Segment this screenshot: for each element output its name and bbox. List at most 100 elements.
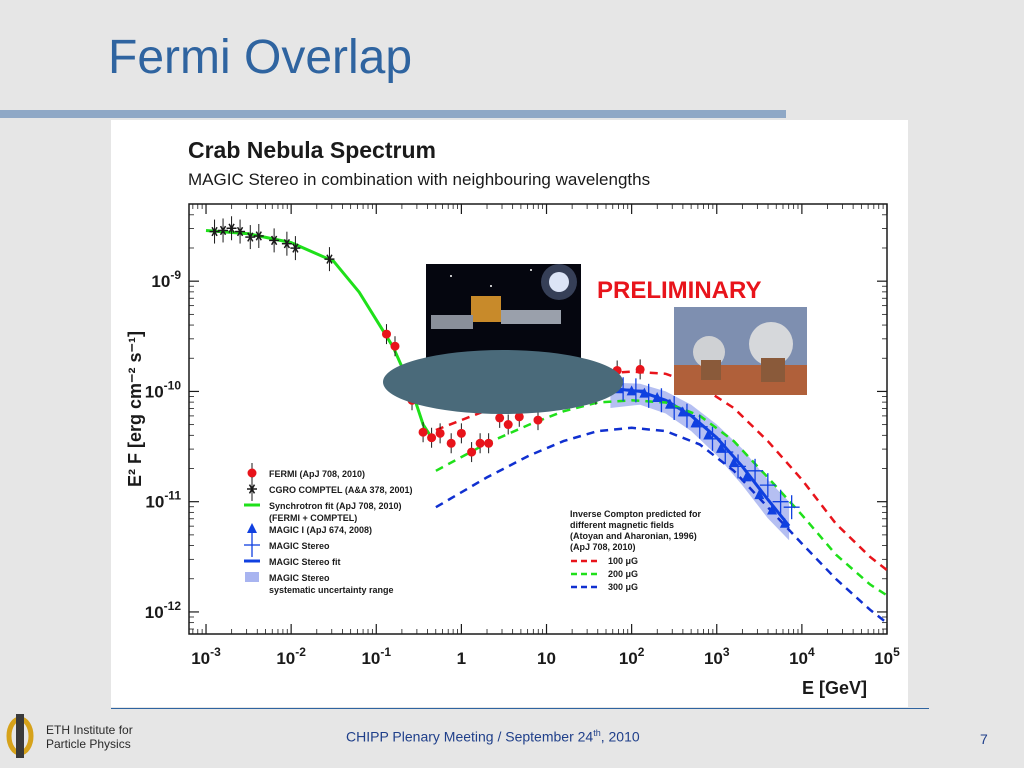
marker-circle	[247, 468, 257, 478]
data-point-cross	[666, 395, 683, 420]
logo-line2: Particle Physics	[46, 737, 131, 751]
data-point-circle	[456, 423, 466, 444]
data-point-asterisk	[226, 216, 237, 241]
x-tick-label: 10	[537, 649, 556, 668]
marker-triangle	[677, 406, 688, 417]
marker-asterisk	[292, 243, 299, 253]
eth-logo: ETH Institute for Particle Physics	[0, 712, 140, 762]
data-point-circle	[418, 422, 428, 443]
data-point-asterisk	[324, 247, 335, 272]
legend-entry: Synchrotron fit (ApJ 708, 2010)	[269, 501, 402, 511]
x-axis-label: E [GeV]	[802, 678, 867, 698]
marker-asterisk	[270, 235, 278, 246]
y-tick-label: 10-10	[145, 378, 182, 401]
x-tick-exponent: 2	[638, 645, 645, 659]
data-point-cross	[691, 414, 708, 439]
data-point-cross	[627, 378, 644, 403]
legend-ic-title: (ApJ 708, 2010)	[570, 542, 636, 552]
legend-marker	[247, 523, 257, 533]
y-tick-exponent: -11	[164, 489, 181, 503]
legend-ic-entry: 200 μG	[608, 569, 638, 579]
data-point-cross	[747, 458, 764, 483]
legend-entry: CGRO COMPTEL (A&A 378, 2001)	[269, 485, 413, 495]
data-point-cross	[772, 489, 789, 514]
data-point-circle	[467, 442, 477, 463]
logo-line1: ETH Institute for	[46, 723, 133, 737]
legend-entry: MAGIC Stereo	[269, 541, 330, 551]
y-tick-label: 10-9	[151, 268, 181, 291]
marker-asterisk	[228, 223, 235, 233]
legend-ic-title: Inverse Compton predicted for	[570, 509, 702, 519]
marker-circle	[435, 428, 445, 438]
data-point-asterisk	[290, 236, 301, 261]
x-tick-exponent: -3	[210, 645, 221, 659]
data-point-triangle	[754, 489, 765, 500]
data-point-cross	[759, 473, 776, 498]
marker-circle	[467, 447, 477, 457]
data-point-triangle	[664, 398, 675, 409]
marker-triangle	[690, 417, 701, 428]
marker-asterisk	[211, 226, 218, 237]
footer-rule	[111, 708, 929, 709]
data-point-cross	[704, 426, 721, 451]
data-point-circle	[435, 423, 445, 444]
footer-prefix: CHIPP Plenary Meeting / September 24	[346, 728, 594, 745]
data-point-circle	[635, 359, 645, 380]
x-tick-label: 10-3	[191, 645, 221, 668]
legend-ic-title: (Atoyan and Aharonian, 1996)	[570, 531, 697, 541]
preliminary-label: PRELIMINARY	[597, 277, 761, 304]
y-tick-exponent: -12	[164, 599, 182, 613]
data-point-triangle	[728, 457, 739, 468]
curve-200-g	[435, 399, 888, 597]
marker-asterisk	[219, 225, 227, 236]
data-point-cross	[717, 440, 734, 465]
data-point-asterisk	[209, 219, 220, 244]
y-axis-label: E² F [erg cm⁻² s⁻¹]	[125, 331, 145, 487]
data-point-asterisk	[235, 219, 246, 244]
footer-text: CHIPP Plenary Meeting / September 24th, …	[346, 728, 640, 745]
legend-entry: MAGIC Stereo	[269, 573, 330, 583]
footer-sup: th	[593, 728, 601, 738]
data-point-triangle	[690, 417, 701, 428]
chart-svg: Crab Nebula Spectrum MAGIC Stereo in com…	[125, 137, 900, 698]
legend-ic-title: different magnetic fields	[570, 520, 674, 530]
y-tick-exponent: -10	[164, 378, 182, 392]
plot-area: 10-3 10-2 10-1 1 10 102 103 104 10510-910-1010-1…	[125, 203, 900, 698]
data-point-circle	[484, 433, 494, 454]
marker-band	[245, 572, 259, 582]
marker-circle	[390, 341, 400, 351]
data-point-asterisk	[245, 225, 256, 250]
data-point-cross	[678, 403, 695, 428]
magic-systematic-band	[610, 382, 790, 541]
data-point-triangle	[652, 392, 663, 403]
chart-figure: Crab Nebula Spectrum MAGIC Stereo in com…	[111, 120, 908, 707]
marker-circle	[533, 415, 543, 425]
data-point-triangle	[703, 429, 714, 440]
x-tick-exponent: 5	[893, 645, 900, 659]
data-point-triangle	[639, 387, 650, 398]
legend-entry: MAGIC I (ApJ 674, 2008)	[269, 525, 372, 535]
marker-triangle	[728, 457, 739, 468]
legend-main: FERMI (ApJ 708, 2010) CGRO COMPTEL (A&A 3…	[244, 463, 413, 595]
magic-telescopes-image	[674, 307, 807, 395]
legend-marker	[245, 572, 259, 582]
marker-circle	[456, 428, 466, 438]
marker-circle	[418, 427, 428, 437]
slide-title: Fermi Overlap	[108, 31, 413, 84]
marker-triangle	[703, 429, 714, 440]
data-point-asterisk	[269, 228, 280, 253]
marker-asterisk	[283, 238, 291, 249]
marker-asterisk	[247, 232, 254, 242]
data-point-circle	[390, 336, 400, 357]
marker-triangle	[247, 523, 257, 533]
x-tick-label: 102	[619, 645, 645, 668]
marker-asterisk	[326, 254, 333, 264]
data-point-asterisk	[218, 218, 229, 243]
x-tick-exponent: 4	[808, 645, 815, 659]
marker-asterisk	[236, 226, 244, 237]
data-point-triangle	[677, 406, 688, 417]
y-tick-label: 10-11	[145, 489, 181, 512]
data-point-circle	[427, 427, 437, 448]
marker-triangle	[754, 489, 765, 500]
marker-circle	[475, 438, 485, 448]
